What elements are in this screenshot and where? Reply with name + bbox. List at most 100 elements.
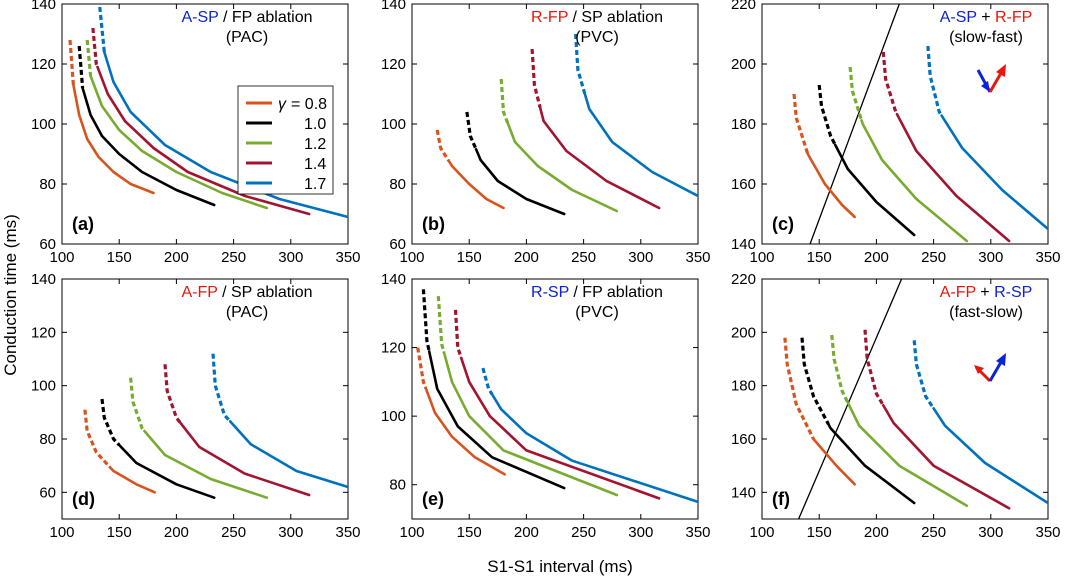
series-g08-dashed-segment: [435, 129, 450, 162]
legend-label: 1.7: [304, 176, 326, 193]
x-tick-label: 150: [457, 249, 482, 266]
y-tick-label: 200: [731, 324, 756, 341]
y-tick-label: 220: [731, 271, 756, 288]
series-g17-dashed-segment: [481, 367, 494, 396]
y-tick-label: 100: [381, 408, 406, 425]
x-tick-label: 350: [1035, 524, 1060, 541]
panel-subtitle: (slow-fast): [949, 29, 1023, 46]
series-g08-line: [812, 437, 856, 486]
y-tick-label: 140: [381, 271, 406, 288]
panel-title: R-FP / SP ablation: [531, 9, 663, 26]
panel-a: 100 150 200 250 300 350 60 80 100 120 140 (a) A-SP /…: [31, 0, 361, 266]
y-tick-label: 80: [389, 176, 406, 193]
series-g12-dashed-segment: [830, 334, 850, 404]
plot-area: [68, 6, 348, 219]
panel-title: A-SP / FP ablation: [181, 9, 312, 26]
panel-title: R-SP / FP ablation: [531, 284, 663, 301]
x-tick-label: 150: [107, 249, 132, 266]
series-g08-line: [806, 152, 856, 219]
x-axis-title: S1-S1 interval (ms): [487, 557, 632, 576]
panel-letter: (b): [422, 214, 445, 234]
series-g14-line: [96, 65, 311, 216]
plot-frame: [411, 278, 699, 520]
x-tick-label: 200: [864, 524, 889, 541]
panel-title: A-FP + R-SP: [940, 284, 1033, 301]
y-tick-label: 220: [731, 0, 756, 13]
x-tick-label: 100: [749, 524, 774, 541]
y-tick-label: 140: [731, 484, 756, 501]
y-tick-label: 140: [31, 0, 56, 13]
series-g12-line: [89, 74, 269, 210]
series-g10-dashed-segment: [100, 398, 121, 447]
x-tick-label: 350: [335, 249, 360, 266]
plot-frame: [761, 278, 1049, 520]
series-g12-line: [442, 351, 619, 497]
series-g10-dashed-segment: [800, 337, 830, 425]
blue-arrow-head-icon: [996, 353, 1006, 366]
legend-gamma-symbol: γ: [278, 96, 287, 113]
series-g14-dashed-segment: [863, 329, 885, 407]
plot-area: [83, 353, 348, 499]
x-tick-label: 200: [164, 524, 189, 541]
panel-title-part: +: [976, 284, 994, 301]
plot-area: [792, 4, 1048, 244]
series-g17-dashed-segment: [98, 6, 106, 53]
series-g17-dashed-segment: [211, 353, 232, 423]
y-tick-label: 140: [731, 236, 756, 253]
series-g10-dashed-segment: [421, 289, 431, 352]
panel-subtitle: (PVC): [575, 29, 619, 46]
x-tick-label: 300: [278, 249, 303, 266]
x-tick-label: 250: [921, 249, 946, 266]
x-tick-label: 350: [685, 524, 710, 541]
series-g14-dashed-segment: [453, 309, 463, 359]
series-g10-line: [427, 350, 566, 490]
series-g17-line: [583, 92, 698, 198]
series-g17-line: [932, 407, 1048, 505]
series-g10-line: [117, 443, 216, 499]
series-g12-dashed-segment: [499, 78, 510, 125]
panel-title-part: A-SP: [181, 9, 218, 26]
series-g12-dashed-segment: [129, 377, 146, 433]
x-tick-label: 150: [457, 524, 482, 541]
x-tick-label: 250: [571, 524, 596, 541]
panel-subtitle: (fast-slow): [949, 304, 1023, 321]
panel-e: 100 150 200 250 300 350 80 100 120 140 (e) R-SP / F…: [381, 271, 711, 541]
x-tick-label: 350: [1035, 249, 1060, 266]
series-g14-line: [895, 112, 1011, 243]
y-tick-label: 60: [389, 236, 406, 253]
y-tick-label: 200: [731, 56, 756, 73]
series-g17-dashed-segment: [912, 340, 935, 410]
series-g17-line: [940, 114, 1048, 231]
panel-d: 100 150 200 250 300 350 60 80 100 120 140 (d) A-FP /…: [31, 271, 361, 541]
panel-subtitle: (PAC): [226, 304, 268, 321]
panel-title-part: +: [977, 9, 995, 26]
x-tick-label: 150: [107, 524, 132, 541]
plot-area: [416, 289, 698, 504]
series-g17-dashed-segment: [574, 33, 587, 94]
x-tick-label: 300: [978, 524, 1003, 541]
series-g08-line: [424, 386, 506, 476]
red-arrow-head-icon: [974, 365, 984, 374]
x-tick-label: 250: [921, 524, 946, 541]
y-tick-label: 120: [31, 56, 56, 73]
plot-area: [435, 33, 698, 216]
y-tick-label: 60: [39, 236, 56, 253]
panel-title: A-SP + R-FP: [940, 9, 1033, 26]
series-g08-dashed-segment: [83, 409, 112, 469]
y-tick-label: 120: [31, 324, 56, 341]
plot-frame: [411, 3, 699, 245]
y-tick-label: 120: [381, 340, 406, 357]
y-tick-label: 160: [731, 176, 756, 193]
x-tick-label: 100: [399, 249, 424, 266]
x-tick-label: 200: [514, 249, 539, 266]
series-g17-line: [103, 50, 348, 219]
x-tick-label: 100: [749, 249, 774, 266]
series-g12-line: [143, 429, 269, 499]
series-g08-line: [447, 159, 505, 210]
legend-label: 1.4: [304, 156, 326, 173]
legend: γ = 0.8 1.0 1.2 1.4 1.7: [237, 85, 334, 195]
y-tick-label: 80: [39, 431, 56, 448]
panel-title-part: / FP ablation: [219, 9, 313, 26]
x-tick-label: 150: [807, 524, 832, 541]
panel-title-part: A-FP: [940, 284, 976, 301]
